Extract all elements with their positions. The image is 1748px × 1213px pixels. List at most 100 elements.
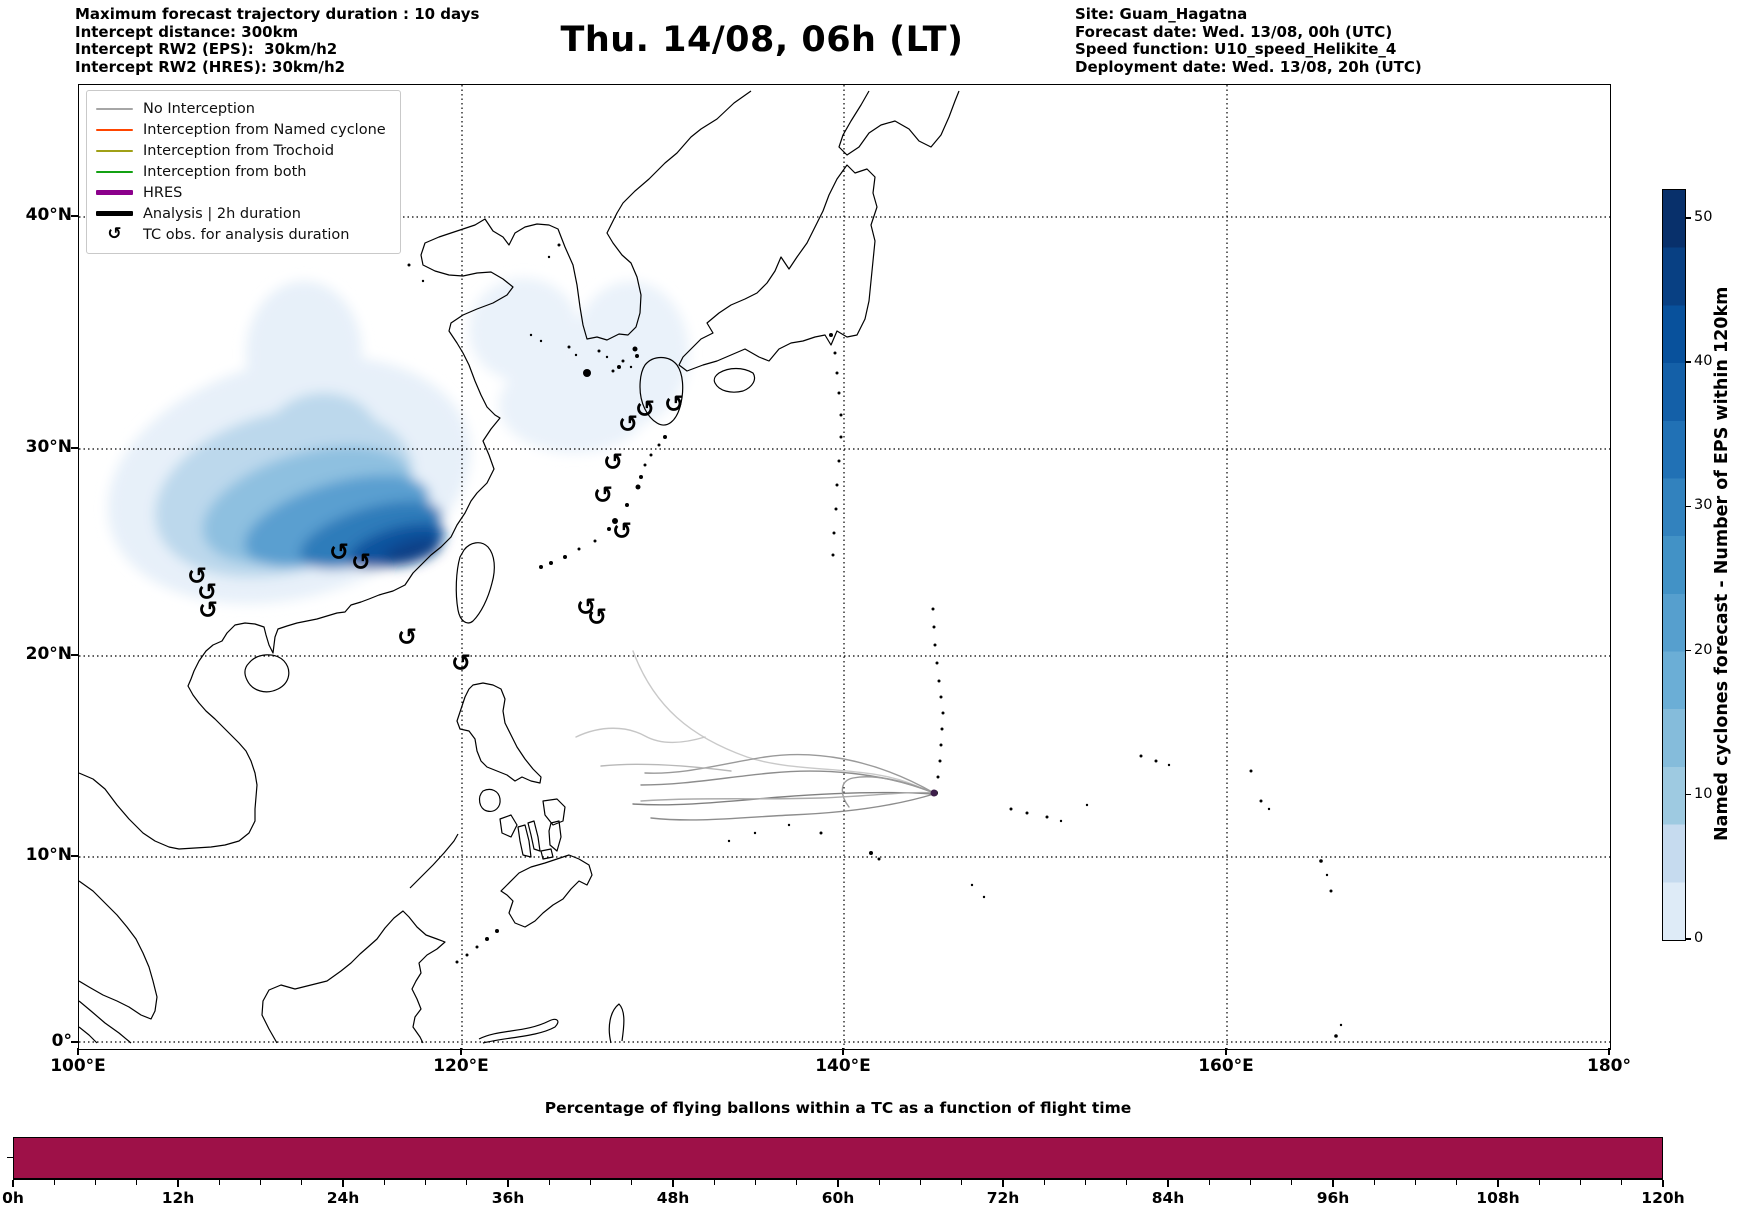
y-tick-label: 10°N — [25, 845, 72, 865]
colorbar-tick-label: 50 — [1694, 208, 1713, 225]
flight-time-y-tick — [7, 1157, 13, 1159]
flight-time-tick-label: 96h — [1316, 1189, 1350, 1207]
colorbar-tick-mark — [1685, 217, 1691, 219]
flight-time-major-tick — [1332, 1180, 1334, 1187]
flight-time-minor-tick — [1249, 1180, 1252, 1185]
flight-time-minor-tick — [1373, 1180, 1375, 1185]
flight-time-minor-tick — [259, 1180, 262, 1185]
legend-item: HRES — [96, 182, 386, 203]
legend-item: No Interception — [96, 98, 386, 119]
cyclone-density-plume — [107, 278, 689, 604]
flight-time-minor-tick — [713, 1180, 715, 1185]
flight-time-tick-label: 36h — [491, 1189, 525, 1207]
cyclone-obs-icon: ↺ — [576, 593, 596, 621]
flight-time-tick-label: 0h — [2, 1189, 24, 1207]
percentage-bar — [13, 1137, 1663, 1179]
colorbar-tick-mark — [1685, 505, 1691, 507]
flight-time-minor-tick — [878, 1180, 880, 1185]
y-tick-label: 20°N — [25, 644, 72, 664]
flight-time-tick-label: 84h — [1151, 1189, 1185, 1207]
flight-time-minor-tick — [136, 1180, 138, 1185]
flight-time-major-tick — [1167, 1180, 1169, 1187]
flight-time-axis — [13, 1178, 1663, 1180]
flight-time-minor-tick — [218, 1180, 220, 1185]
cyclone-obs-icon: ↺ — [664, 390, 684, 418]
colorbar-tick-mark — [1685, 794, 1691, 796]
x-tick-mark — [77, 1048, 79, 1055]
flight-time-minor-tick — [754, 1180, 757, 1185]
flight-time-minor-tick — [1414, 1180, 1417, 1185]
x-tick-label: 160°E — [1198, 1056, 1254, 1076]
flight-time-minor-tick — [589, 1180, 592, 1185]
cyclone-icon: ↺ — [107, 224, 122, 244]
flight-time-minor-tick — [961, 1180, 963, 1185]
cyclone-obs-icon: ↺ — [587, 603, 607, 631]
x-tick-mark — [1225, 1048, 1227, 1055]
cyclone-obs-icon: ↺ — [635, 395, 655, 423]
flight-time-minor-tick — [1621, 1180, 1623, 1185]
x-tick-mark — [460, 1048, 462, 1055]
tc-observation-markers: ↺↺ ↺↺↺↺↺↺↺ ↺↺↺↺↺↺ — [187, 390, 684, 677]
map-panel[interactable]: ↺ ↺ ↺ ↺ ↺ ↺ ↺ ↺ ↺ ↺ ↺ ↺ ↺ ↺ ↺ — [78, 84, 1611, 1050]
island-dots — [407, 243, 1343, 1038]
colorbar-tick-label: 10 — [1694, 785, 1713, 802]
cyclone-obs-icon: ↺ — [198, 596, 218, 624]
x-tick-label: 120°E — [433, 1056, 489, 1076]
colorbar-tick-label: 0 — [1694, 930, 1704, 946]
flight-time-minor-tick — [301, 1180, 303, 1185]
legend-item: Interception from both — [96, 161, 386, 182]
cyclone-obs-icon: ↺ — [329, 538, 349, 566]
colorbar — [1662, 189, 1686, 941]
flight-time-minor-tick — [53, 1180, 55, 1185]
balloon-trajectories — [575, 650, 935, 821]
colorbar-tick-mark — [1685, 649, 1691, 652]
y-tick-label: 0° — [51, 1031, 72, 1051]
legend-line-swatch — [96, 211, 133, 216]
legend-item-label: Interception from Named cyclone — [143, 121, 386, 138]
flight-time-minor-tick — [1538, 1180, 1540, 1185]
x-tick-label: 140°E — [815, 1056, 871, 1076]
flight-time-major-tick — [342, 1180, 344, 1187]
flight-time-minor-tick — [1084, 1180, 1087, 1185]
legend-item-label: Interception from Trochoid — [143, 142, 335, 159]
y-tick-label: 30°N — [25, 437, 72, 457]
legend-item: Interception from Named cyclone — [96, 119, 386, 140]
flight-time-major-tick — [1497, 1180, 1499, 1187]
graticule — [79, 85, 1610, 1049]
cyclone-obs-icon: ↺ — [593, 481, 613, 509]
flight-time-major-tick — [507, 1180, 509, 1187]
legend-item: Analysis | 2h duration — [96, 203, 386, 224]
y-tick-label: 40°N — [25, 205, 72, 225]
y-tick-mark — [71, 1041, 78, 1043]
colorbar-tick-label: 40 — [1694, 353, 1713, 370]
flight-time-major-tick — [837, 1180, 839, 1187]
legend-item: Interception from Trochoid — [96, 140, 386, 161]
flight-time-major-tick — [1002, 1180, 1004, 1187]
flight-time-major-tick — [12, 1180, 14, 1187]
flight-time-tick-label: 12h — [161, 1189, 195, 1207]
flight-time-minor-tick — [1579, 1180, 1582, 1185]
cyclone-obs-icon: ↺ — [451, 649, 471, 677]
flight-time-minor-tick — [796, 1180, 798, 1185]
legend-item-label: HRES — [143, 184, 183, 201]
cyclone-obs-icon: ↺ — [187, 562, 207, 590]
flight-time-minor-tick — [1043, 1180, 1045, 1185]
colorbar-tick-mark — [1685, 938, 1691, 940]
legend-box[interactable]: No Interception Interception from Named c… — [86, 90, 401, 254]
x-tick-mark — [1608, 1048, 1610, 1055]
y-tick-mark — [71, 654, 78, 656]
flight-time-major-tick — [1662, 1180, 1664, 1187]
colorbar-tick-label: 20 — [1694, 641, 1713, 658]
colorbar-tick-label: 30 — [1694, 497, 1713, 514]
legend-line-swatch — [96, 190, 133, 195]
flight-time-tick-label: 48h — [656, 1189, 690, 1207]
legend-line-swatch — [96, 128, 133, 131]
legend-item-label: No Interception — [143, 100, 255, 117]
flight-time-chart-title: Percentage of flying ballons within a TC… — [544, 1099, 1132, 1117]
flight-time-tick-label: 24h — [326, 1189, 360, 1207]
flight-time-tick-label: 60h — [821, 1189, 855, 1207]
legend-item-label: Interception from both — [143, 163, 307, 180]
x-tick-label: 100°E — [50, 1056, 106, 1076]
flight-time-minor-tick — [383, 1180, 385, 1185]
